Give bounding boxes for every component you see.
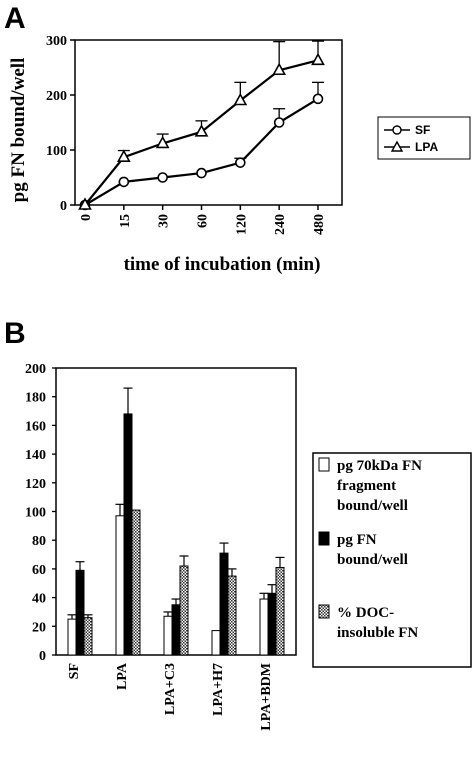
panel-a-lpa-point xyxy=(311,52,325,66)
panel-a-lpa-point xyxy=(272,62,287,76)
panel-b-legend-swatch xyxy=(318,457,330,472)
panel-b-legend-label: % DOC- xyxy=(337,605,394,621)
panel-b-bar-fragment xyxy=(115,515,125,656)
panel-a-x-tick-label: 30 xyxy=(157,214,172,228)
panel-a-legend-lpa-label: LPA xyxy=(415,140,438,154)
panel-b-legend-label: pg 70kDa FN xyxy=(337,458,422,474)
panel-b-y-ticks: 0 20 40 60 80 100 120 140 160 180 200 xyxy=(25,362,56,664)
panel-a-x-ticks: 0 15 30 60 120 240 480 xyxy=(79,205,327,235)
panel-a-sf-line xyxy=(84,97,319,206)
panel-b-bar-doc xyxy=(179,565,189,656)
panel-a-lpa-point xyxy=(194,124,209,137)
panel-a-y-tick-label: 300 xyxy=(46,34,67,49)
panel-b-bar-fragment xyxy=(259,598,269,656)
panel-b-y-tick-label: 160 xyxy=(25,419,46,434)
panel-a-y-tick-label: 0 xyxy=(60,199,67,214)
panel-b-bar-fragment xyxy=(211,630,221,656)
panel-b-y-tick-label: 20 xyxy=(32,620,46,635)
panel-a-legend-box xyxy=(377,116,471,160)
panel-a-lpa-point xyxy=(233,92,248,106)
panel-b-legend-label: pg FN xyxy=(337,532,377,548)
panel-b-y-tick-label: 80 xyxy=(32,534,46,549)
panel-a-legend-sf-marker xyxy=(392,125,402,135)
panel-b-legend-box xyxy=(312,452,472,668)
panel-b-y-tick-label: 0 xyxy=(39,649,46,664)
panel-a-x-tick-label: 120 xyxy=(234,214,249,235)
panel-b-bar-doc xyxy=(227,575,237,656)
panel-a-legend-lpa-marker xyxy=(390,140,404,152)
panel-b-bar-doc xyxy=(83,617,93,656)
panel-b-x-tick-label: LPA+C3 xyxy=(163,663,178,715)
panel-b-bar-doc xyxy=(131,509,141,656)
panel-a-sf-point xyxy=(196,167,207,179)
panel-b-x-tick-label: LPA+BDM xyxy=(259,663,274,731)
panel-b-legend-label: bound/well xyxy=(337,552,408,568)
panel-b-legend-swatch xyxy=(318,531,330,546)
panel-b-bar-fn xyxy=(219,552,229,656)
panel-b-y-tick-label: 40 xyxy=(32,592,46,607)
panel-a-y-tick-label: 100 xyxy=(46,144,67,159)
panel-a-y-tick-label: 200 xyxy=(46,89,67,104)
panel-b-bar-fn xyxy=(267,592,277,656)
panel-a-series xyxy=(78,40,325,211)
panel-b-legend-label: fragment xyxy=(337,478,396,494)
panel-b-y-tick-label: 100 xyxy=(25,506,46,521)
panel-a-y-axis-label: pg FN bound/well xyxy=(8,58,29,203)
panel-b-x-tick-label: LPA+H7 xyxy=(211,663,226,716)
panel-a-sf-point xyxy=(312,93,324,105)
panel-b-bar-fragment xyxy=(163,615,173,656)
panel-a-lpa-point xyxy=(78,197,92,210)
panel-b-legend-label: insoluble FN xyxy=(337,625,418,641)
panel-a-y-ticks: 0 100 200 300 xyxy=(46,34,75,214)
panel-b-bar-fn xyxy=(123,413,133,656)
panel-a-plot-frame xyxy=(74,39,343,206)
panel-a-x-tick-label: 480 xyxy=(312,214,327,235)
panel-b-bar-fragment xyxy=(67,618,77,656)
panel-a-sf-point xyxy=(235,157,246,168)
panel-a-sf-point xyxy=(118,176,130,188)
panel-b-y-tick-label: 60 xyxy=(32,563,46,578)
panel-a-lpa-point xyxy=(116,149,131,162)
panel-b-y-tick-label: 180 xyxy=(25,391,46,406)
panel-a-letter: A xyxy=(4,2,26,35)
panel-b-bar-doc xyxy=(275,566,285,656)
panel-b-legend-label: bound/well xyxy=(337,498,408,514)
panel-b: B 0 20 40 60 80 100 120 140 160 180 200 SF LPA LPA+C… xyxy=(4,317,472,731)
panel-b-bar-fn xyxy=(171,604,181,656)
panel-a-x-tick-label: 0 xyxy=(79,214,94,221)
panel-a-sf-point xyxy=(273,117,285,128)
panel-a-legend-sf-label: SF xyxy=(415,123,430,137)
panel-b-y-tick-label: 200 xyxy=(25,362,46,377)
panel-b-x-tick-label: LPA xyxy=(115,662,130,690)
panel-a-x-axis-label: time of incubation (min) xyxy=(124,254,321,275)
panel-b-bars xyxy=(67,387,285,656)
panel-b-legend: pg 70kDa FN fragment bound/well pg FN bound/… xyxy=(312,452,472,668)
panel-b-y-tick-label: 120 xyxy=(25,477,46,492)
panel-b-letter: B xyxy=(4,317,26,350)
panel-a-legend: SF LPA xyxy=(377,116,471,160)
panel-a-lpa-point xyxy=(155,135,170,149)
panel-b-bar-fn xyxy=(75,569,85,656)
panel-a: A pg FN bound/well time of incubation (m… xyxy=(4,2,471,275)
panel-a-x-tick-label: 60 xyxy=(196,214,211,228)
panel-b-x-tick-label: SF xyxy=(67,663,82,679)
panel-a-x-tick-label: 240 xyxy=(273,214,288,235)
panel-a-x-tick-label: 15 xyxy=(118,214,133,228)
panel-b-legend-swatch xyxy=(318,604,330,619)
panel-b-y-tick-label: 140 xyxy=(25,448,46,463)
panel-a-sf-point xyxy=(157,172,168,183)
panel-b-x-ticks: SF LPA LPA+C3 LPA+H7 LPA+BDM xyxy=(67,662,274,730)
